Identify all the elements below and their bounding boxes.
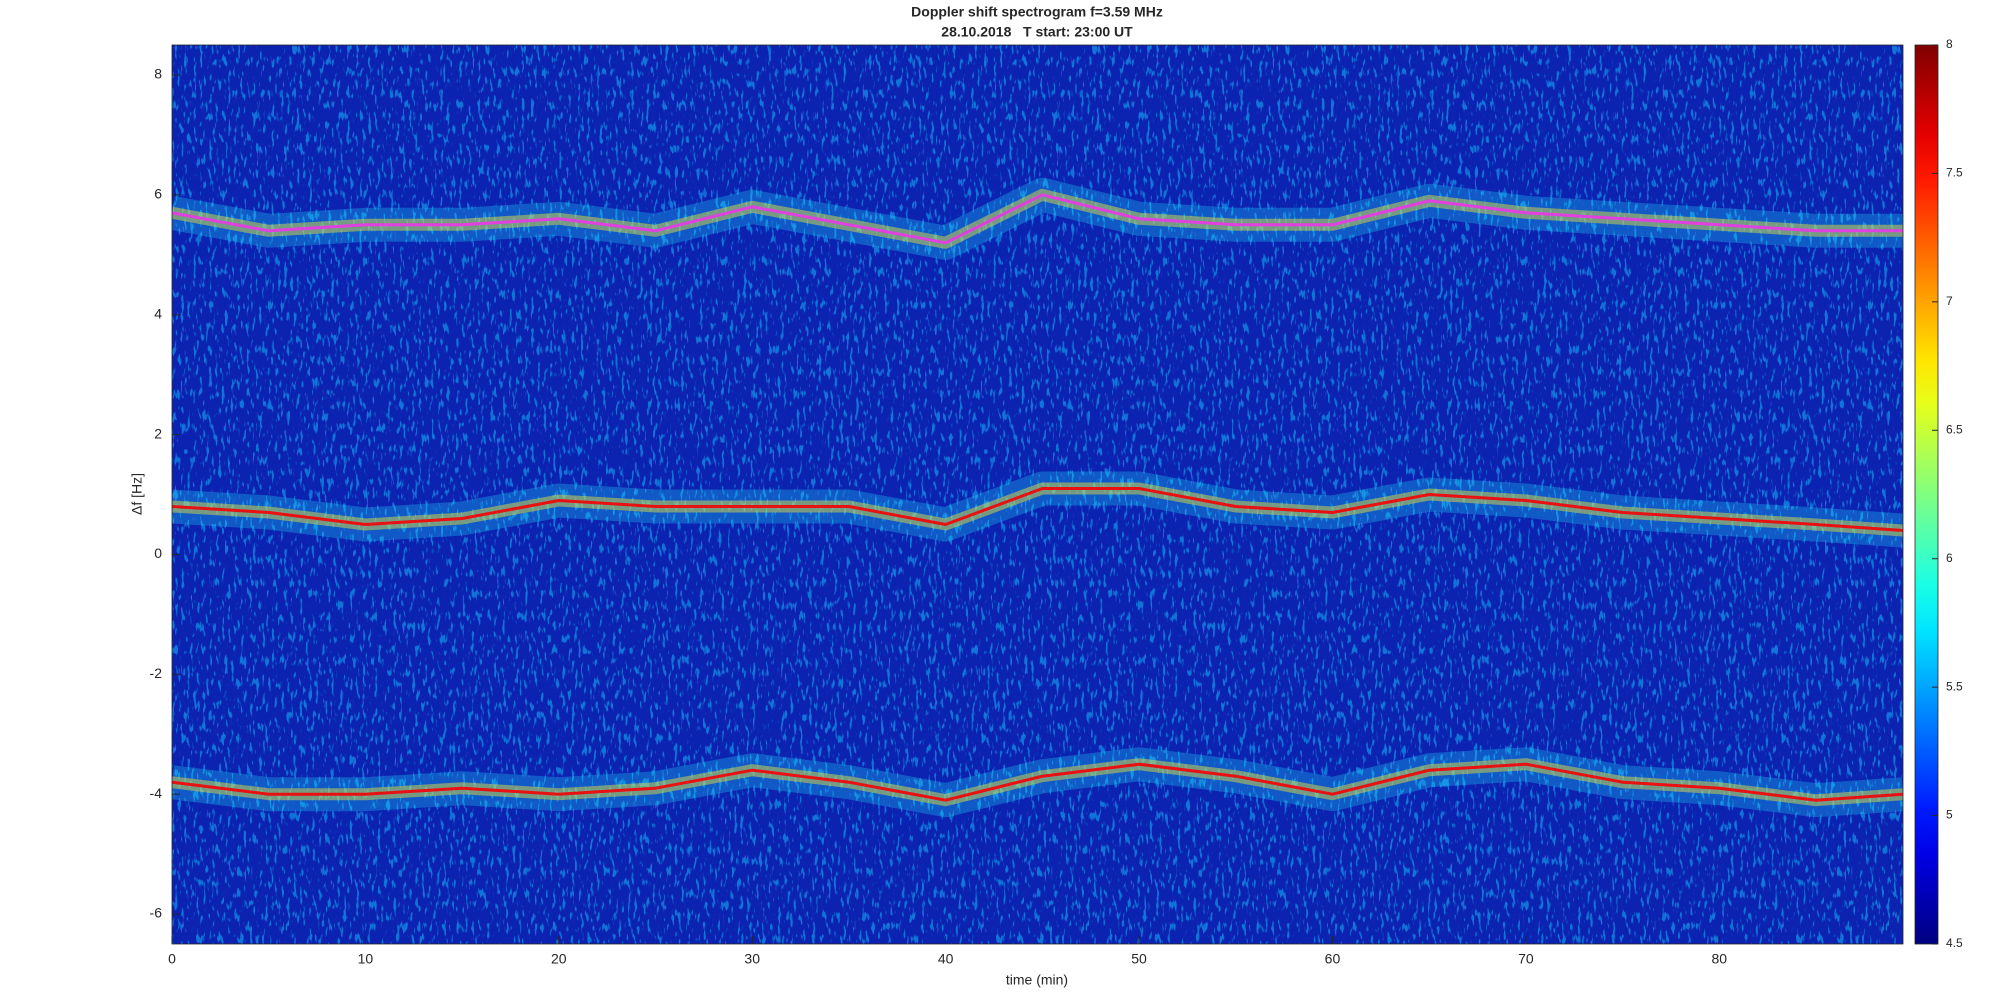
y-tick-label: 4	[154, 305, 162, 321]
colorbar-tick-label: 8	[1946, 37, 1953, 51]
colorbar-tick-label: 4.5	[1946, 936, 1963, 950]
x-tick-label: 60	[1325, 951, 1341, 967]
x-tick-label: 10	[358, 951, 374, 967]
traces	[172, 177, 1903, 818]
x-tick-label: 40	[938, 951, 954, 967]
colorbar-tick-label: 6.5	[1946, 422, 1963, 436]
colorbar-tick-label: 7.5	[1946, 166, 1963, 180]
trace	[172, 487, 1903, 532]
y-tick-label: 6	[154, 186, 162, 202]
x-tick-label: 50	[1131, 951, 1147, 967]
axes: 0 10 20 30 40 50 60 70 80 -6 -4 -2 0 2 4 6 8 4.5 5 5.5 6 6.5 7…	[150, 37, 1963, 967]
colorbar-tick-label: 7	[1946, 294, 1953, 308]
x-tick-label: 80	[1711, 951, 1727, 967]
y-axis-label: Δf [Hz]	[129, 473, 145, 515]
colorbar	[1914, 44, 1939, 945]
x-tick-label: 30	[744, 951, 760, 967]
plot-texture	[172, 45, 1903, 944]
x-tick-label: 0	[168, 951, 176, 967]
x-axis-label: time (min)	[1006, 972, 1068, 988]
y-tick-label: 0	[154, 545, 162, 561]
chart-title: Doppler shift spectrogram f=3.59 MHz	[911, 4, 1163, 20]
trace	[172, 762, 1903, 802]
colorbar-tick-label: 5	[1946, 808, 1953, 822]
y-tick-label: -2	[150, 665, 163, 681]
x-tick-label: 20	[551, 951, 567, 967]
x-tick-label: 70	[1518, 951, 1534, 967]
colorbar-tick-label: 5.5	[1946, 679, 1963, 693]
y-tick-label: -4	[150, 785, 163, 801]
y-tick-label: 8	[154, 66, 162, 82]
colorbar-tick-label: 6	[1946, 551, 1953, 565]
y-tick-label: -6	[150, 905, 163, 921]
chart-subtitle: 28.10.2018 T start: 23:00 UT	[941, 24, 1133, 40]
trace	[172, 193, 1903, 245]
y-tick-label: 2	[154, 425, 162, 441]
plot-frame	[171, 44, 1904, 945]
